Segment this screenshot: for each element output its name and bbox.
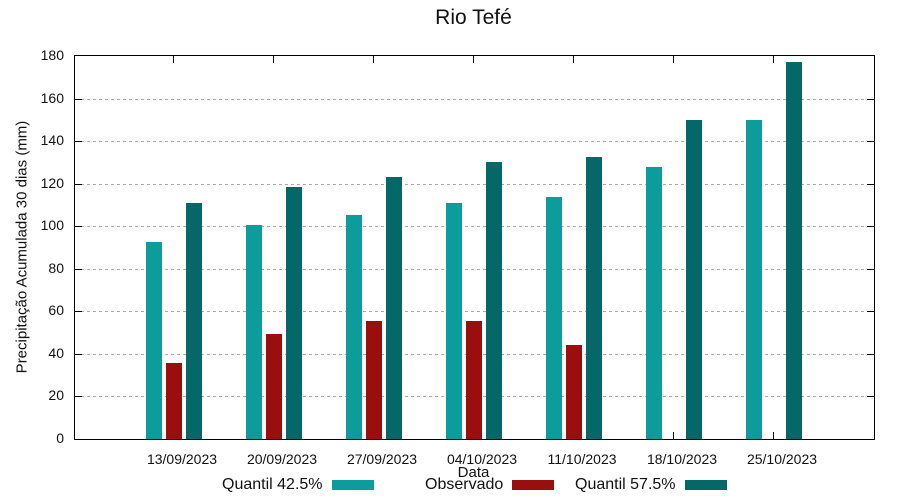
x-axis-tick — [573, 56, 574, 63]
y-axis-tick — [75, 396, 82, 398]
legend-item: Observado — [425, 475, 555, 494]
chart-title: Rio Tefé — [435, 6, 512, 29]
gridline — [75, 183, 874, 185]
x-axis-tick — [673, 56, 674, 63]
x-axis-tick — [173, 56, 174, 63]
x-axis-tick — [473, 56, 474, 63]
y-tick-label: 80 — [48, 259, 64, 276]
y-axis-tick — [867, 311, 874, 313]
y-tick-label: 140 — [40, 132, 64, 149]
y-axis-tick — [75, 141, 82, 143]
legend-label: Observado — [425, 476, 504, 493]
bar — [146, 242, 162, 439]
y-axis-tick — [867, 268, 874, 270]
y-axis-tick — [75, 226, 82, 228]
bar — [646, 166, 662, 439]
x-axis-tick — [773, 432, 774, 439]
y-axis-tick — [867, 396, 874, 398]
bar — [286, 186, 302, 439]
y-tick-label: 120 — [40, 174, 64, 191]
gridline — [75, 268, 874, 270]
bar — [366, 320, 382, 439]
x-tick-label: 18/10/2023 — [646, 451, 718, 467]
bar — [746, 119, 762, 439]
y-tick-label: 60 — [48, 302, 64, 319]
bar — [586, 157, 602, 439]
y-axis-tick — [867, 353, 874, 355]
x-tick-label: 27/09/2023 — [346, 451, 418, 467]
y-axis-tick — [867, 141, 874, 143]
bar — [786, 62, 802, 439]
y-tick-label: 20 — [48, 387, 64, 404]
bar — [446, 202, 462, 439]
y-axis-tick — [867, 226, 874, 228]
legend-item: Quantil 57.5% — [575, 475, 727, 494]
y-axis-tick — [75, 268, 82, 270]
bar — [246, 225, 262, 439]
legend-swatch — [512, 479, 555, 490]
x-axis-tick — [773, 56, 774, 63]
x-tick-label: 25/10/2023 — [746, 451, 818, 467]
bar — [566, 345, 582, 439]
y-tick-label: 160 — [40, 89, 64, 106]
bar — [266, 333, 282, 439]
bar — [466, 320, 482, 439]
y-tick-label: 40 — [48, 344, 64, 361]
y-axis-tick — [867, 183, 874, 185]
x-axis-tick — [673, 432, 674, 439]
bar — [486, 162, 502, 439]
bar — [186, 202, 202, 439]
gridline — [75, 98, 874, 100]
y-axis-tick — [75, 183, 82, 185]
bar — [346, 214, 362, 439]
legend-label: Quantil 57.5% — [575, 476, 676, 493]
legend-swatch — [331, 479, 374, 490]
legend-item: Quantil 42.5% — [222, 475, 374, 494]
x-tick-label: 13/09/2023 — [146, 451, 218, 467]
y-tick-label: 180 — [40, 47, 64, 63]
bar — [386, 177, 402, 439]
y-axis-tick — [867, 98, 874, 100]
x-tick-label: 11/10/2023 — [547, 451, 617, 467]
legend-label: Quantil 42.5% — [222, 476, 323, 493]
y-axis-tick — [75, 353, 82, 355]
y-axis-tick — [75, 311, 82, 313]
gridline — [75, 226, 874, 228]
y-axis-tick — [75, 98, 82, 100]
y-tick-label: 0 — [56, 430, 64, 446]
gridline — [75, 311, 874, 313]
x-axis-label: Data — [457, 464, 490, 481]
bar — [166, 363, 182, 439]
y-tick-label: 100 — [40, 217, 64, 234]
x-tick-label: 20/09/2023 — [246, 451, 318, 467]
x-axis-tick — [273, 56, 274, 63]
plot-area — [74, 55, 875, 440]
y-axis-label: Precipitação Acumulada 30 dias (mm) — [13, 120, 31, 374]
x-tick-label: 04/10/2023 — [446, 451, 518, 467]
gridline — [75, 141, 874, 143]
x-axis-tick — [373, 56, 374, 63]
bar — [686, 119, 702, 439]
bar — [546, 197, 562, 439]
legend-swatch — [684, 479, 727, 490]
